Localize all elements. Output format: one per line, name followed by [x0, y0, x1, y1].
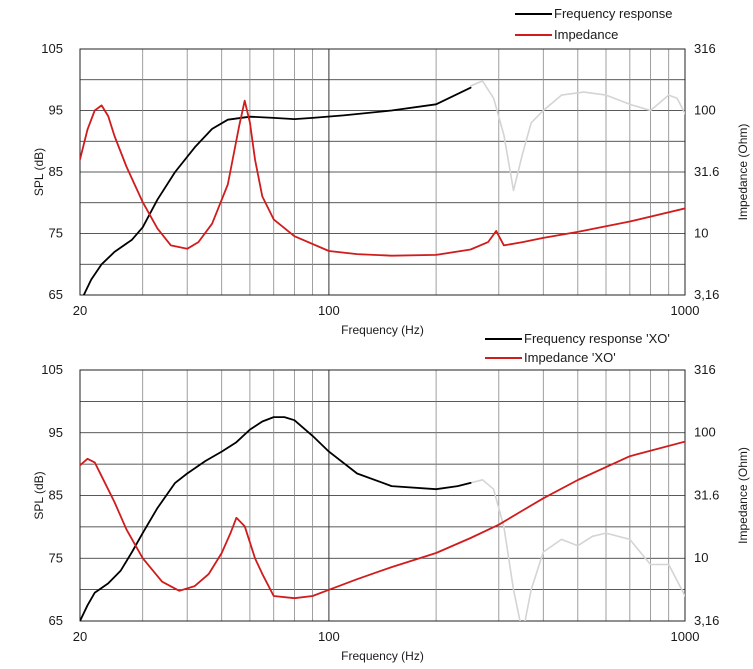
legend-label: Frequency response 'XO'	[524, 331, 670, 346]
y-tick-label: 85	[49, 164, 63, 179]
y2-axis-label: Impedance (Ohm)	[736, 124, 750, 221]
y2-tick-label: 316	[694, 362, 716, 377]
legend-label: Frequency response	[554, 6, 673, 21]
y2-axis-label: Impedance (Ohm)	[736, 447, 750, 544]
y2-tick-label: 3,16	[694, 613, 719, 628]
series-group	[80, 80, 685, 295]
plot-frame	[79, 48, 686, 296]
x-tick-label: 1000	[671, 629, 700, 644]
y-tick-label: 65	[49, 613, 63, 628]
y-tick-label: 95	[49, 103, 63, 118]
y-axis-label: SPL (dB)	[32, 471, 46, 519]
y2-tick-label: 100	[694, 102, 716, 117]
y-tick-label: 105	[41, 362, 63, 377]
legend-label: Impedance	[554, 27, 618, 42]
y2-tick-label: 31.6	[694, 164, 719, 179]
y2-tick-label: 3,16	[694, 287, 719, 302]
plot-frame	[79, 369, 686, 622]
series-group	[80, 416, 685, 621]
y-tick-label: 85	[49, 488, 63, 503]
x-axis-label: Frequency (Hz)	[341, 323, 424, 337]
x-tick-label: 100	[318, 303, 340, 318]
y2-tick-label: 31.6	[694, 488, 719, 503]
series-line-frequency-response-faded-	[469, 80, 685, 192]
series-line-frequency-response-xo-faded-	[469, 479, 685, 621]
y-tick-label: 95	[49, 425, 63, 440]
legend-label: Impedance 'XO'	[524, 350, 616, 365]
series-line-frequency-response-xo-	[80, 416, 472, 621]
x-tick-label: 1000	[671, 303, 700, 318]
horizontal-gridlines	[80, 400, 685, 591]
chart-panel-2: 105 95 85 75 65 316 100 31.6 10 3,16 20 100 1000 Freq…	[32, 331, 750, 663]
y2-tick-label: 100	[694, 425, 716, 440]
series-line-impedance-xo-	[80, 440, 685, 600]
y-tick-label: 65	[49, 287, 63, 302]
y-tick-label: 75	[49, 550, 63, 565]
horizontal-gridlines	[80, 79, 685, 265]
y-tick-label: 75	[49, 226, 63, 241]
x-tick-label: 100	[318, 629, 340, 644]
legend: Frequency response 'XO' Impedance 'XO'	[485, 331, 670, 365]
chart-panel-1: 105 95 85 75 65 316 100 31.6 10 3,16 20 100 1000 Freq…	[32, 6, 750, 337]
x-axis-label: Frequency (Hz)	[341, 649, 424, 663]
vertical-gridlines	[142, 49, 670, 295]
x-tick-label: 20	[73, 629, 87, 644]
y2-tick-label: 10	[694, 550, 708, 565]
y2-tick-label: 10	[694, 225, 708, 240]
y-axis-label: SPL (dB)	[32, 148, 46, 196]
series-line-impedance	[80, 99, 685, 257]
legend: Frequency response Impedance	[515, 6, 673, 42]
y2-tick-label: 316	[694, 41, 716, 56]
series-line-frequency-response	[82, 86, 472, 295]
x-tick-label: 20	[73, 303, 87, 318]
y-tick-label: 105	[41, 41, 63, 56]
vertical-gridlines	[142, 370, 670, 621]
